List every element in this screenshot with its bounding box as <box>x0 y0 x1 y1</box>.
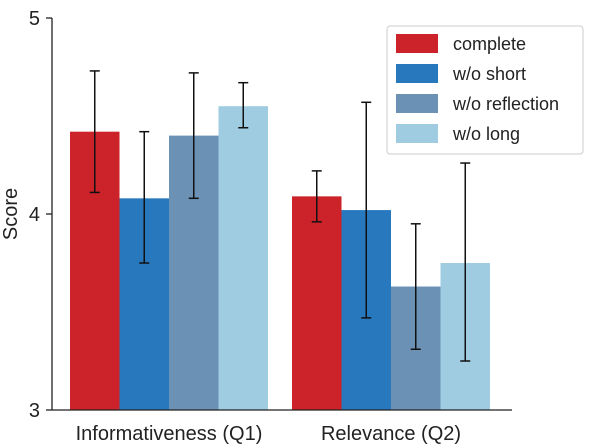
y-axis-title: Score <box>0 188 22 240</box>
error-bar-w-o-long-2 <box>460 162 471 362</box>
error-bar-w-o-reflection-1 <box>188 72 199 200</box>
error-bar-w-o-short-2 <box>361 101 372 319</box>
bar-complete-2 <box>292 196 342 410</box>
legend-swatch <box>396 124 438 143</box>
y-tick-label: 5 <box>29 8 40 30</box>
error-bar-w-o-short-1 <box>139 130 150 264</box>
x-ticks-layer: Informativeness (Q1) Relevance (Q2) <box>76 423 461 445</box>
bars-layer <box>70 106 490 410</box>
y-ticks-layer: 3 4 5 <box>29 8 52 422</box>
error-bar-complete-1 <box>89 70 100 194</box>
error-bar-complete-2 <box>311 170 322 223</box>
y-tick-label: 4 <box>29 204 40 226</box>
legend: complete w/o short w/o reflection w/o long <box>386 25 584 155</box>
legend-label: complete <box>453 34 526 54</box>
bar-w-o-long-1 <box>218 106 268 410</box>
legend-label: w/o short <box>452 64 526 84</box>
error-bar-w-o-long-1 <box>238 81 249 129</box>
legend-frame <box>386 25 584 155</box>
x-tick-label: Relevance (Q2) <box>321 423 461 445</box>
legend-swatch <box>396 64 438 83</box>
y-tick-label: 3 <box>29 400 40 422</box>
error-bar-w-o-reflection-2 <box>410 223 421 350</box>
legend-label: w/o reflection <box>452 94 559 114</box>
legend-swatch <box>396 34 438 53</box>
x-tick-label: Informativeness (Q1) <box>76 423 263 445</box>
legend-label: w/o long <box>452 124 520 144</box>
legend-swatch <box>396 94 438 113</box>
error-bars-layer <box>89 70 471 362</box>
